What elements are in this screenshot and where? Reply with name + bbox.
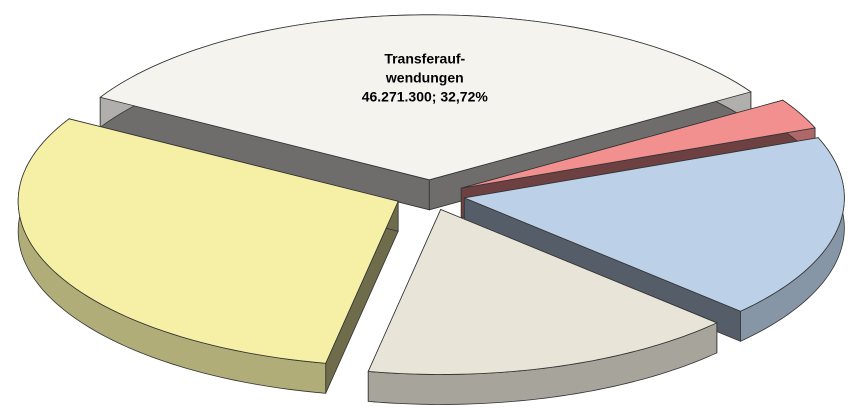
slice: [462, 137, 845, 312]
category-label: Transferauf-wendungen: [384, 50, 466, 86]
slice: [367, 208, 718, 375]
value-label: 46.271.300; 32,72%: [361, 88, 488, 105]
slice: [461, 99, 816, 189]
slice-label: Transferauf-wendungen 46.271.300; 32,72%: [360, 49, 490, 106]
slice: [17, 118, 399, 364]
slice: [99, 14, 752, 181]
